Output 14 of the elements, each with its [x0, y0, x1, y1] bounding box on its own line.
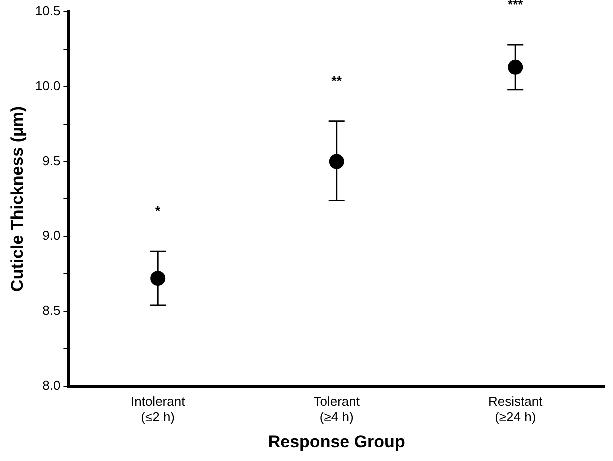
- y-tick-label: 10.0: [35, 78, 61, 94]
- annotation: *: [156, 204, 162, 219]
- y-tick-label: 8.0: [42, 378, 61, 393]
- x-axis-title: Response Group: [268, 432, 406, 452]
- text: ***: [508, 0, 524, 12]
- annotation: **: [332, 73, 343, 88]
- y-axis-title: Cuticle Thickness (µm): [8, 106, 27, 292]
- x-tick-label: Resistant (≥24 h): [488, 394, 544, 424]
- x-tick-label: Tolerant (≥4 h): [314, 394, 360, 424]
- y-tick-label: 9.5: [42, 153, 61, 168]
- y-tick-label: 8.5: [42, 303, 61, 318]
- x-tick-label: Intolerant (≤2 h): [130, 394, 186, 424]
- y-tick-label: 9.0: [42, 228, 61, 244]
- y-tick-label: 10.5: [35, 4, 61, 19]
